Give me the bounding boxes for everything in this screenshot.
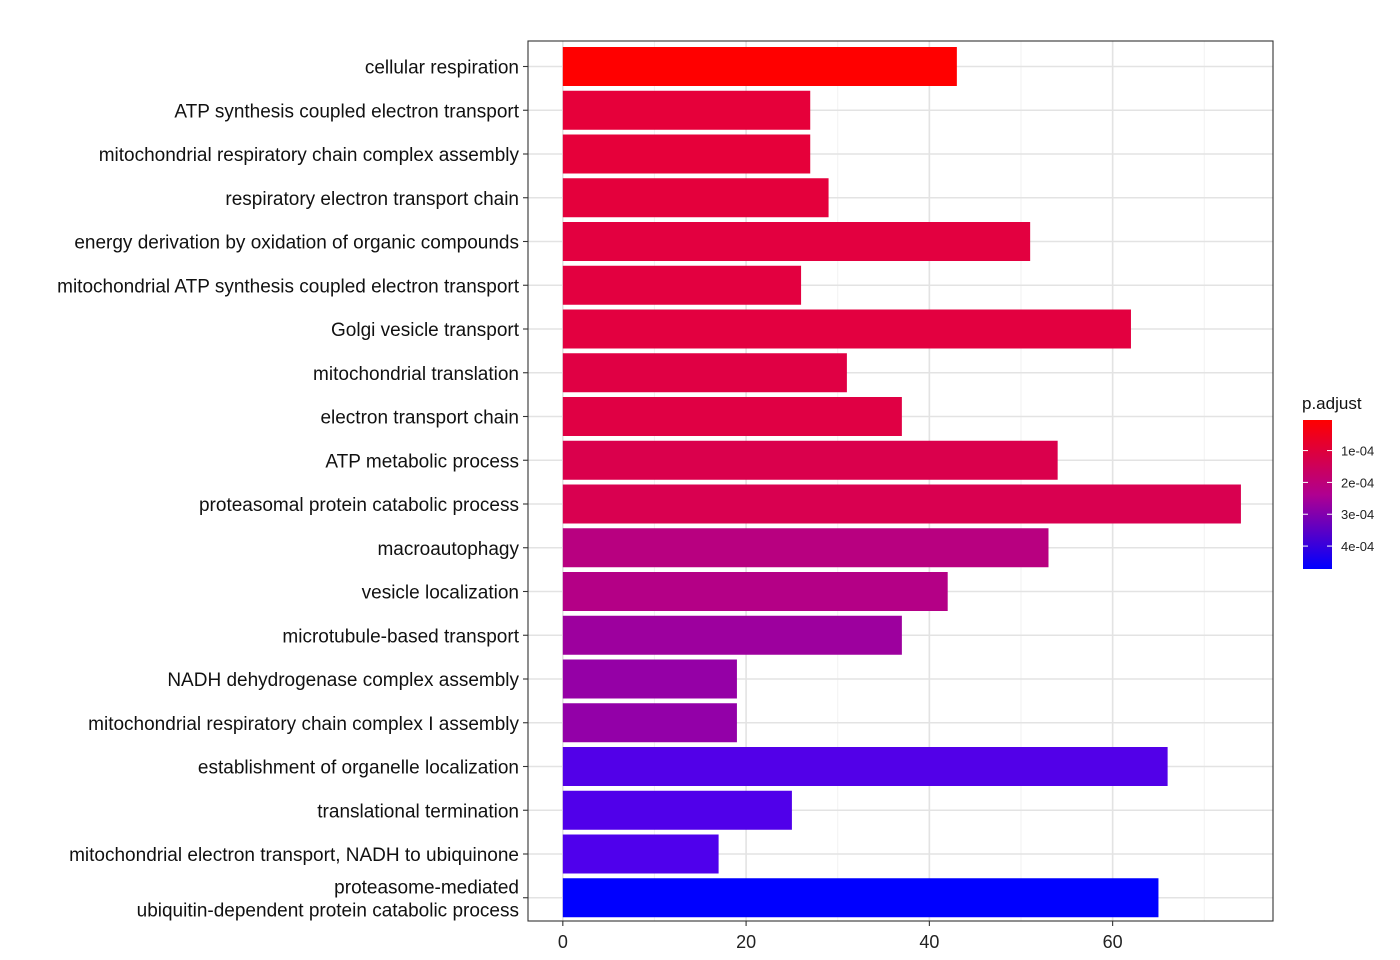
legend-tick-label: 4e-04 (1341, 539, 1374, 554)
y-tick-label: ATP synthesis coupled electron transport (174, 101, 519, 122)
y-tick-label: mitochondrial respiratory chain complex … (99, 145, 520, 166)
bar (562, 47, 957, 86)
y-tick-label: mitochondrial electron transport, NADH t… (69, 845, 519, 866)
bar (562, 703, 737, 743)
bar (562, 834, 719, 874)
bar (562, 397, 902, 436)
bar (562, 615, 902, 655)
y-tick-label: mitochondrial respiratory chain complex … (88, 714, 519, 735)
bar (562, 134, 811, 174)
bar (562, 878, 1159, 918)
y-tick-label: macroautophagy (377, 539, 519, 560)
y-tick-label: translational termination (317, 801, 519, 822)
legend-tick-label: 1e-04 (1341, 444, 1374, 459)
bar (562, 222, 1031, 261)
y-tick-label: proteasomal protein catabolic process (199, 495, 519, 516)
y-tick-label: respiratory electron transport chain (225, 189, 519, 210)
bar (562, 265, 802, 305)
bar (562, 90, 811, 130)
bar (562, 528, 1049, 568)
y-tick-label: mitochondrial ATP synthesis coupled elec… (57, 276, 520, 297)
bar (562, 747, 1168, 786)
y-tick-label: mitochondrial translation (313, 364, 519, 385)
bar (562, 572, 948, 611)
y-tick-label: microtubule-based transport (282, 626, 519, 647)
y-tick-label: establishment of organelle localization (198, 758, 519, 779)
legend: p.adjust 1e-04 2e-04 3e-04 4e-04 (1302, 394, 1374, 569)
y-tick-label: electron transport chain (320, 408, 519, 429)
x-tick-label: 60 (1103, 932, 1123, 952)
y-tick-label: proteasome-mediated ubiquitin-dependent p… (137, 877, 519, 921)
x-tick-label: 40 (919, 932, 939, 952)
bar (562, 353, 847, 393)
y-tick-label: Golgi vesicle transport (331, 320, 520, 341)
y-tick-label: cellular respiration (365, 58, 519, 79)
y-tick-label: vesicle localization (362, 583, 519, 604)
legend-title: p.adjust (1302, 394, 1362, 413)
bar (562, 790, 792, 830)
bar (562, 659, 737, 699)
bar (562, 178, 829, 218)
bar (562, 484, 1241, 524)
plot-panel-border (527, 40, 1274, 922)
legend-tick-label: 2e-04 (1341, 475, 1374, 490)
bar (562, 309, 1131, 349)
legend-colorbar (1303, 420, 1332, 569)
legend-ticks: 1e-04 2e-04 3e-04 4e-04 (1303, 444, 1374, 554)
legend-tick-label: 3e-04 (1341, 507, 1374, 522)
y-tick-label: NADH dehydrogenase complex assembly (167, 670, 519, 691)
x-tick-label: 0 (558, 932, 568, 952)
x-axis: 0 20 40 60 (558, 921, 1123, 952)
bar (562, 440, 1058, 480)
bars (562, 47, 1241, 918)
y-tick-label: ATP metabolic process (325, 451, 519, 472)
x-tick-label: 20 (736, 932, 756, 952)
y-axis: cellular respiration ATP synthesis couple… (57, 58, 528, 921)
y-tick-label: energy derivation by oxidation of organi… (74, 233, 519, 254)
